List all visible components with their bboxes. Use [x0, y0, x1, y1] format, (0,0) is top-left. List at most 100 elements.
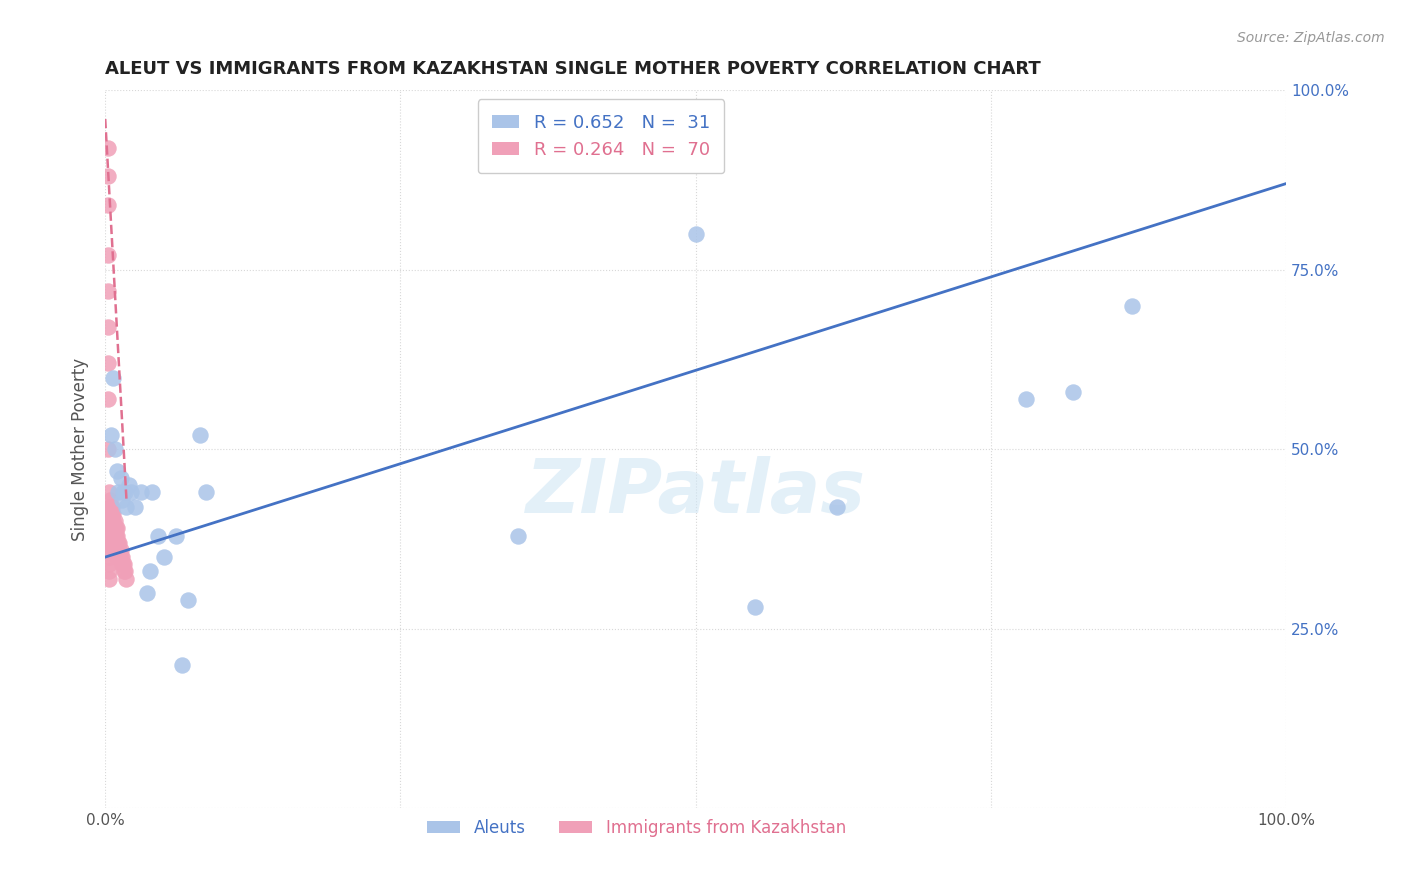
Point — [165, 528, 187, 542]
Point — [104, 521, 127, 535]
Point — [103, 370, 125, 384]
Point — [97, 528, 120, 542]
Point — [101, 507, 124, 521]
Point — [101, 528, 124, 542]
Point — [114, 565, 136, 579]
Point — [98, 521, 121, 535]
Point — [97, 248, 120, 262]
Text: Source: ZipAtlas.com: Source: ZipAtlas.com — [1237, 31, 1385, 45]
Point — [98, 528, 121, 542]
Point — [107, 485, 129, 500]
Point — [100, 507, 122, 521]
Point — [98, 492, 121, 507]
Point — [97, 507, 120, 521]
Point — [111, 558, 134, 572]
Point — [111, 550, 134, 565]
Legend: Aleuts, Immigrants from Kazakhstan: Aleuts, Immigrants from Kazakhstan — [420, 812, 852, 843]
Point — [97, 535, 120, 549]
Point — [97, 521, 120, 535]
Point — [97, 442, 120, 457]
Point — [104, 535, 127, 549]
Point — [120, 485, 142, 500]
Point — [97, 320, 120, 334]
Point — [98, 507, 121, 521]
Point — [107, 535, 129, 549]
Point — [104, 442, 127, 457]
Point — [129, 485, 152, 500]
Point — [97, 572, 120, 586]
Point — [115, 500, 138, 514]
Point — [100, 521, 122, 535]
Point — [103, 507, 125, 521]
Point — [103, 514, 125, 528]
Point — [1121, 299, 1143, 313]
Point — [105, 535, 128, 549]
Point — [188, 428, 211, 442]
Point — [110, 471, 132, 485]
Point — [115, 572, 138, 586]
Point — [103, 521, 125, 535]
Point — [97, 542, 120, 557]
Point — [105, 542, 128, 557]
Point — [110, 542, 132, 557]
Point — [744, 600, 766, 615]
Point — [112, 565, 135, 579]
Point — [103, 535, 125, 549]
Y-axis label: Single Mother Poverty: Single Mother Poverty — [72, 358, 89, 541]
Point — [108, 550, 131, 565]
Point — [508, 528, 530, 542]
Point — [108, 542, 131, 557]
Point — [111, 492, 134, 507]
Point — [100, 428, 122, 442]
Point — [104, 535, 127, 549]
Point — [104, 514, 127, 528]
Point — [97, 550, 120, 565]
Point — [105, 464, 128, 478]
Point — [104, 542, 127, 557]
Point — [104, 528, 127, 542]
Point — [101, 514, 124, 528]
Point — [97, 356, 120, 370]
Point — [101, 500, 124, 514]
Point — [105, 550, 128, 565]
Point — [104, 521, 127, 535]
Point — [101, 521, 124, 535]
Point — [104, 542, 127, 557]
Point — [97, 514, 120, 528]
Point — [827, 500, 849, 514]
Point — [100, 528, 122, 542]
Point — [139, 565, 162, 579]
Point — [105, 528, 128, 542]
Point — [135, 586, 157, 600]
Point — [97, 558, 120, 572]
Point — [112, 558, 135, 572]
Point — [177, 593, 200, 607]
Point — [194, 485, 217, 500]
Point — [105, 521, 128, 535]
Point — [97, 198, 120, 212]
Point — [101, 535, 124, 549]
Point — [124, 500, 146, 514]
Point — [118, 478, 141, 492]
Point — [170, 657, 193, 672]
Point — [100, 514, 122, 528]
Point — [1015, 392, 1038, 406]
Point — [1062, 384, 1084, 399]
Point — [97, 285, 120, 299]
Point — [108, 535, 131, 549]
Point — [97, 565, 120, 579]
Point — [141, 485, 163, 500]
Point — [685, 227, 707, 241]
Point — [111, 558, 134, 572]
Point — [97, 500, 120, 514]
Point — [97, 141, 120, 155]
Point — [103, 528, 125, 542]
Point — [111, 485, 134, 500]
Point — [153, 550, 176, 565]
Point — [114, 485, 136, 500]
Point — [97, 169, 120, 184]
Point — [97, 485, 120, 500]
Point — [110, 550, 132, 565]
Point — [148, 528, 170, 542]
Text: ALEUT VS IMMIGRANTS FROM KAZAKHSTAN SINGLE MOTHER POVERTY CORRELATION CHART: ALEUT VS IMMIGRANTS FROM KAZAKHSTAN SING… — [105, 60, 1040, 78]
